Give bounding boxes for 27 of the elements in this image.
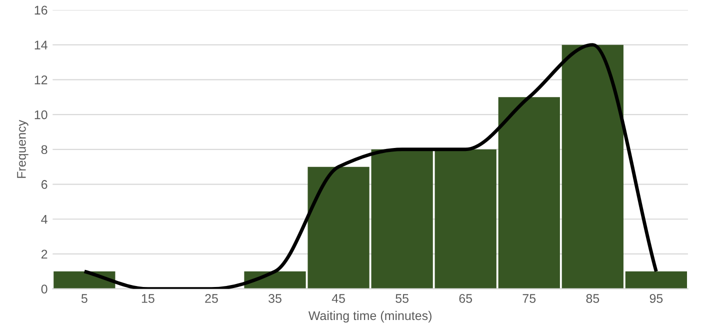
bar	[498, 97, 560, 289]
y-axis-title: Frequency	[17, 120, 28, 178]
y-tick-label: 6	[41, 180, 48, 189]
bar	[434, 149, 496, 289]
y-tick-label: 0	[41, 284, 48, 294]
x-tick-label: 65	[459, 294, 472, 303]
x-tick-label: 25	[205, 294, 218, 303]
y-tick-label: 8	[41, 145, 48, 154]
bar	[625, 271, 688, 289]
x-tick-label: 75	[522, 294, 536, 303]
y-tick-label: 12	[34, 75, 48, 84]
bar	[371, 149, 433, 289]
bar	[562, 44, 624, 289]
y-tick-label: 16	[34, 6, 48, 15]
y-tick-label: 4	[41, 215, 48, 224]
x-tick-label: 35	[268, 294, 282, 303]
x-tick-label: 45	[332, 294, 345, 303]
x-tick-label: 5	[81, 294, 88, 303]
line-series	[82, 43, 658, 289]
x-tick-label: 55	[396, 294, 408, 303]
y-tick-label: 2	[41, 250, 48, 259]
x-tick-label: 15	[142, 294, 154, 303]
x-axis-title: Waiting time (minutes)	[308, 310, 432, 323]
x-tick-label: 95	[650, 294, 663, 303]
y-tick-label: 10	[34, 110, 48, 120]
x-tick-label: 85	[586, 294, 600, 303]
y-tick-label: 14	[34, 40, 48, 50]
